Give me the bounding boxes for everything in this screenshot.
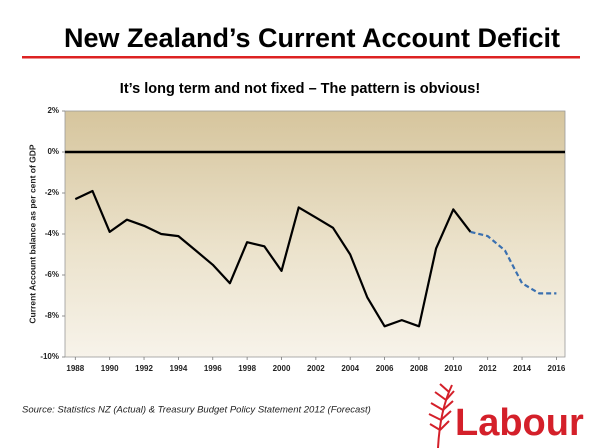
title: New Zealand’s Current Account Deficit bbox=[64, 23, 560, 53]
y-tick-label: -6% bbox=[45, 270, 59, 279]
x-tick-label: 1992 bbox=[135, 364, 153, 373]
y-tick-label: -8% bbox=[45, 311, 59, 320]
y-tick-label: -4% bbox=[45, 229, 59, 238]
y-tick-label: -2% bbox=[45, 188, 59, 197]
series-line bbox=[470, 230, 557, 295]
logo-text: Labour bbox=[455, 402, 584, 444]
y-axis-label: Current Account balance as per cent of G… bbox=[27, 144, 37, 323]
title-rule bbox=[22, 56, 580, 59]
x-tick-label: 2008 bbox=[410, 364, 428, 373]
y-tick-label: 0% bbox=[47, 147, 59, 156]
x-tick-label: 1998 bbox=[238, 364, 256, 373]
x-tick-label: 1988 bbox=[66, 364, 84, 373]
plot-area bbox=[64, 110, 566, 358]
source-note: Source: Statistics NZ (Actual) & Treasur… bbox=[22, 405, 371, 416]
y-tick-label: 2% bbox=[47, 106, 59, 115]
x-tick-label: 2016 bbox=[548, 364, 566, 373]
series-line bbox=[74, 189, 472, 328]
x-tick-label: 2012 bbox=[479, 364, 497, 373]
y-tick-label: -10% bbox=[40, 352, 59, 361]
logo: Labour bbox=[428, 383, 584, 448]
x-tick-label: 2000 bbox=[273, 364, 291, 373]
x-tick-label: 1990 bbox=[101, 364, 119, 373]
x-tick-label: 2004 bbox=[341, 364, 359, 373]
x-tick-label: 2002 bbox=[307, 364, 325, 373]
x-tick-label: 2006 bbox=[376, 364, 394, 373]
x-tick-label: 2014 bbox=[513, 364, 531, 373]
x-tick-label: 1996 bbox=[204, 364, 222, 373]
x-tick-label: 2010 bbox=[444, 364, 462, 373]
x-tick-label: 1994 bbox=[170, 364, 188, 373]
subtitle: It’s long term and not fixed – The patte… bbox=[120, 81, 480, 97]
fern-icon bbox=[428, 383, 455, 448]
